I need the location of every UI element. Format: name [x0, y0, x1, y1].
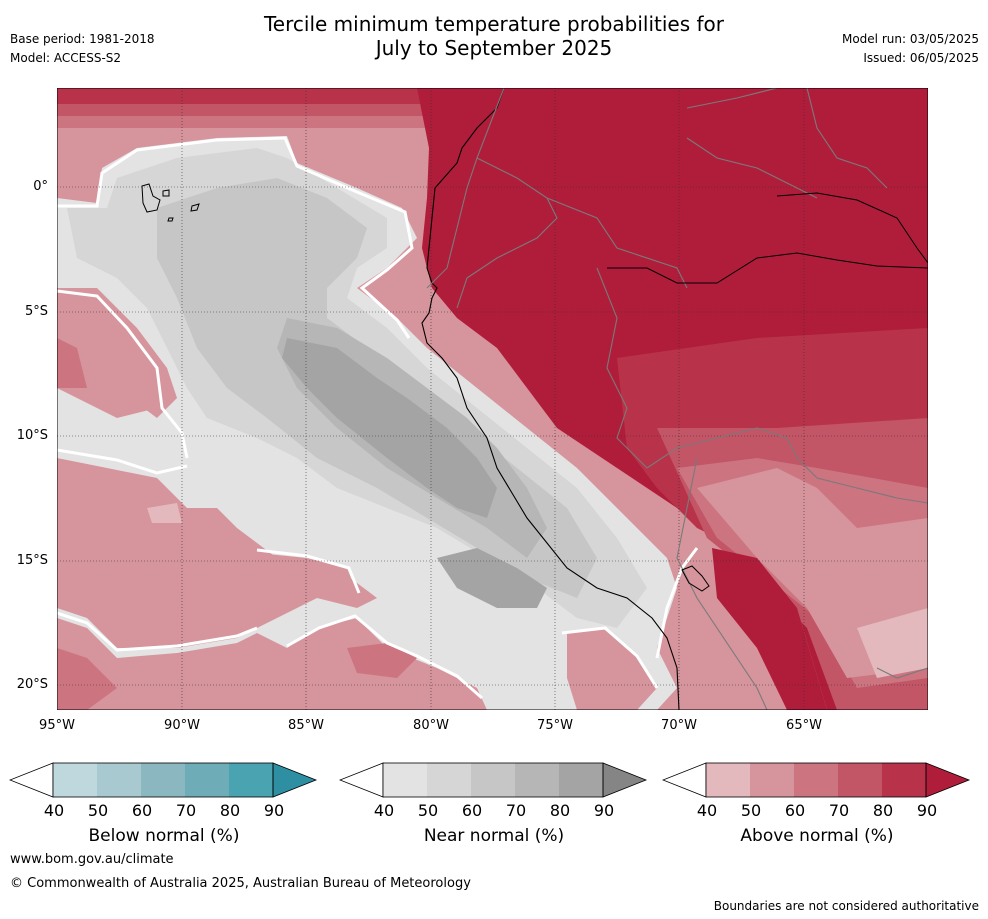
legend-near-title: Near normal (%) [423, 826, 565, 846]
legend-near-swatch-40 [383, 763, 427, 797]
legend-above-tick-40: 40 [696, 801, 718, 820]
legend-near-tick-50: 50 [417, 801, 439, 820]
legend-below-tick-40: 40 [43, 801, 65, 820]
lon-label-75w: 75°W [537, 718, 573, 733]
southeast-above-40 [857, 608, 928, 678]
legend-above-tick-90: 90 [916, 801, 938, 820]
legend-near-left-arrow [339, 762, 384, 798]
legend-below-title: Below normal (%) [88, 826, 240, 846]
legend-near-swatch-70 [515, 763, 559, 797]
lon-label-95w: 95°W [39, 718, 75, 733]
meta-left: Base period: 1981-2018 Model: ACCESS-S2 [10, 30, 155, 68]
legend-above-tick-80: 80 [872, 801, 894, 820]
footer-url[interactable]: www.bom.gov.au/climate [10, 852, 174, 867]
legend-below-right-arrow [272, 762, 318, 798]
northern-river [776, 192, 928, 264]
lon-label-85w: 85°W [288, 718, 324, 733]
graticule [57, 88, 928, 710]
amazon-river [607, 252, 928, 284]
near-normal-80 [282, 338, 497, 518]
legend-below-tick-80: 80 [219, 801, 241, 820]
patch-above-60-south [347, 643, 417, 678]
lon-label-65w: 65°W [786, 718, 822, 733]
probability-map [57, 88, 928, 710]
legend-near-swatch-60 [471, 763, 515, 797]
lake-titicaca [681, 565, 710, 592]
lat-label-15s: 15°S [16, 553, 48, 568]
patch-above-southwest-60 [57, 648, 117, 710]
legend-near-right-arrow [602, 762, 648, 798]
legend-above-swatch-70 [838, 763, 882, 797]
legend-above-left-arrow [662, 762, 707, 798]
legend-near-tick-90: 90 [593, 801, 615, 820]
patch-above-south-coast [567, 628, 657, 710]
footer-disclaimer: Boundaries are not considered authoritat… [713, 899, 979, 913]
legend-below-swatch-50 [97, 763, 141, 797]
lat-label-10s: 10°S [16, 428, 48, 443]
legend-below-swatch-70 [185, 763, 229, 797]
base-period: Base period: 1981-2018 [10, 32, 155, 46]
legend-above-swatch-50 [750, 763, 794, 797]
legend-below-tick-60: 60 [131, 801, 153, 820]
coastline [421, 88, 680, 710]
legend-above-swatch-40 [706, 763, 750, 797]
lon-label-90w: 90°W [164, 718, 200, 733]
legend-below-normal-bar [9, 762, 318, 798]
meta-right: Model run: 03/05/2025 Issued: 06/05/2025 [842, 30, 979, 68]
legend-above-tick-60: 60 [784, 801, 806, 820]
legend-below-swatch-40 [53, 763, 97, 797]
legend-near-swatch-80 [559, 763, 603, 797]
legend-below-swatch-60 [141, 763, 185, 797]
andes-above-90-strip [712, 548, 827, 710]
legend-below-left-arrow [9, 762, 54, 798]
model-run: Model run: 03/05/2025 [841, 32, 979, 46]
model-name: Model: ACCESS-S2 [10, 51, 122, 65]
legend-below-tick-90: 90 [263, 801, 285, 820]
legend-above-title: Above normal (%) [740, 826, 894, 846]
map-title: Tercile minimum temperature probabilitie… [0, 12, 988, 60]
legend-above-tick-50: 50 [740, 801, 762, 820]
patch-above-tiny [147, 503, 182, 523]
issued-date: Issued: 06/05/2025 [863, 51, 979, 65]
legend-near-tick-40: 40 [373, 801, 395, 820]
galapagos-islands [141, 183, 200, 222]
lat-label-0: 0° [33, 179, 48, 194]
legend-near-normal-bar [339, 762, 648, 798]
legend-below-tick-50: 50 [87, 801, 109, 820]
legend-above-right-arrow [925, 762, 971, 798]
legend-below-swatch-80 [229, 763, 273, 797]
footer-copyright: © Commonwealth of Australia 2025, Austra… [10, 876, 471, 891]
patch-above-southwest [57, 618, 487, 710]
legend-above-normal-bar [662, 762, 971, 798]
legend-near-tick-60: 60 [461, 801, 483, 820]
legend-below-tick-70: 70 [175, 801, 197, 820]
title-line-1: Tercile minimum temperature probabilitie… [263, 12, 725, 36]
legend-above-swatch-60 [794, 763, 838, 797]
near-normal-80-b [437, 548, 547, 608]
lon-label-80w: 80°W [413, 718, 449, 733]
lon-label-70w: 70°W [661, 718, 697, 733]
legend-near-tick-70: 70 [505, 801, 527, 820]
legend-above-tick-70: 70 [828, 801, 850, 820]
lat-label-20s: 20°S [16, 677, 48, 692]
lat-label-5s: 5°S [24, 304, 48, 319]
country-borders [426, 88, 928, 710]
legend-near-swatch-50 [427, 763, 471, 797]
patch-above-west-60 [57, 338, 87, 388]
legend-above-swatch-80 [882, 763, 926, 797]
title-line-2: July to September 2025 [375, 36, 613, 60]
legend-near-tick-80: 80 [549, 801, 571, 820]
